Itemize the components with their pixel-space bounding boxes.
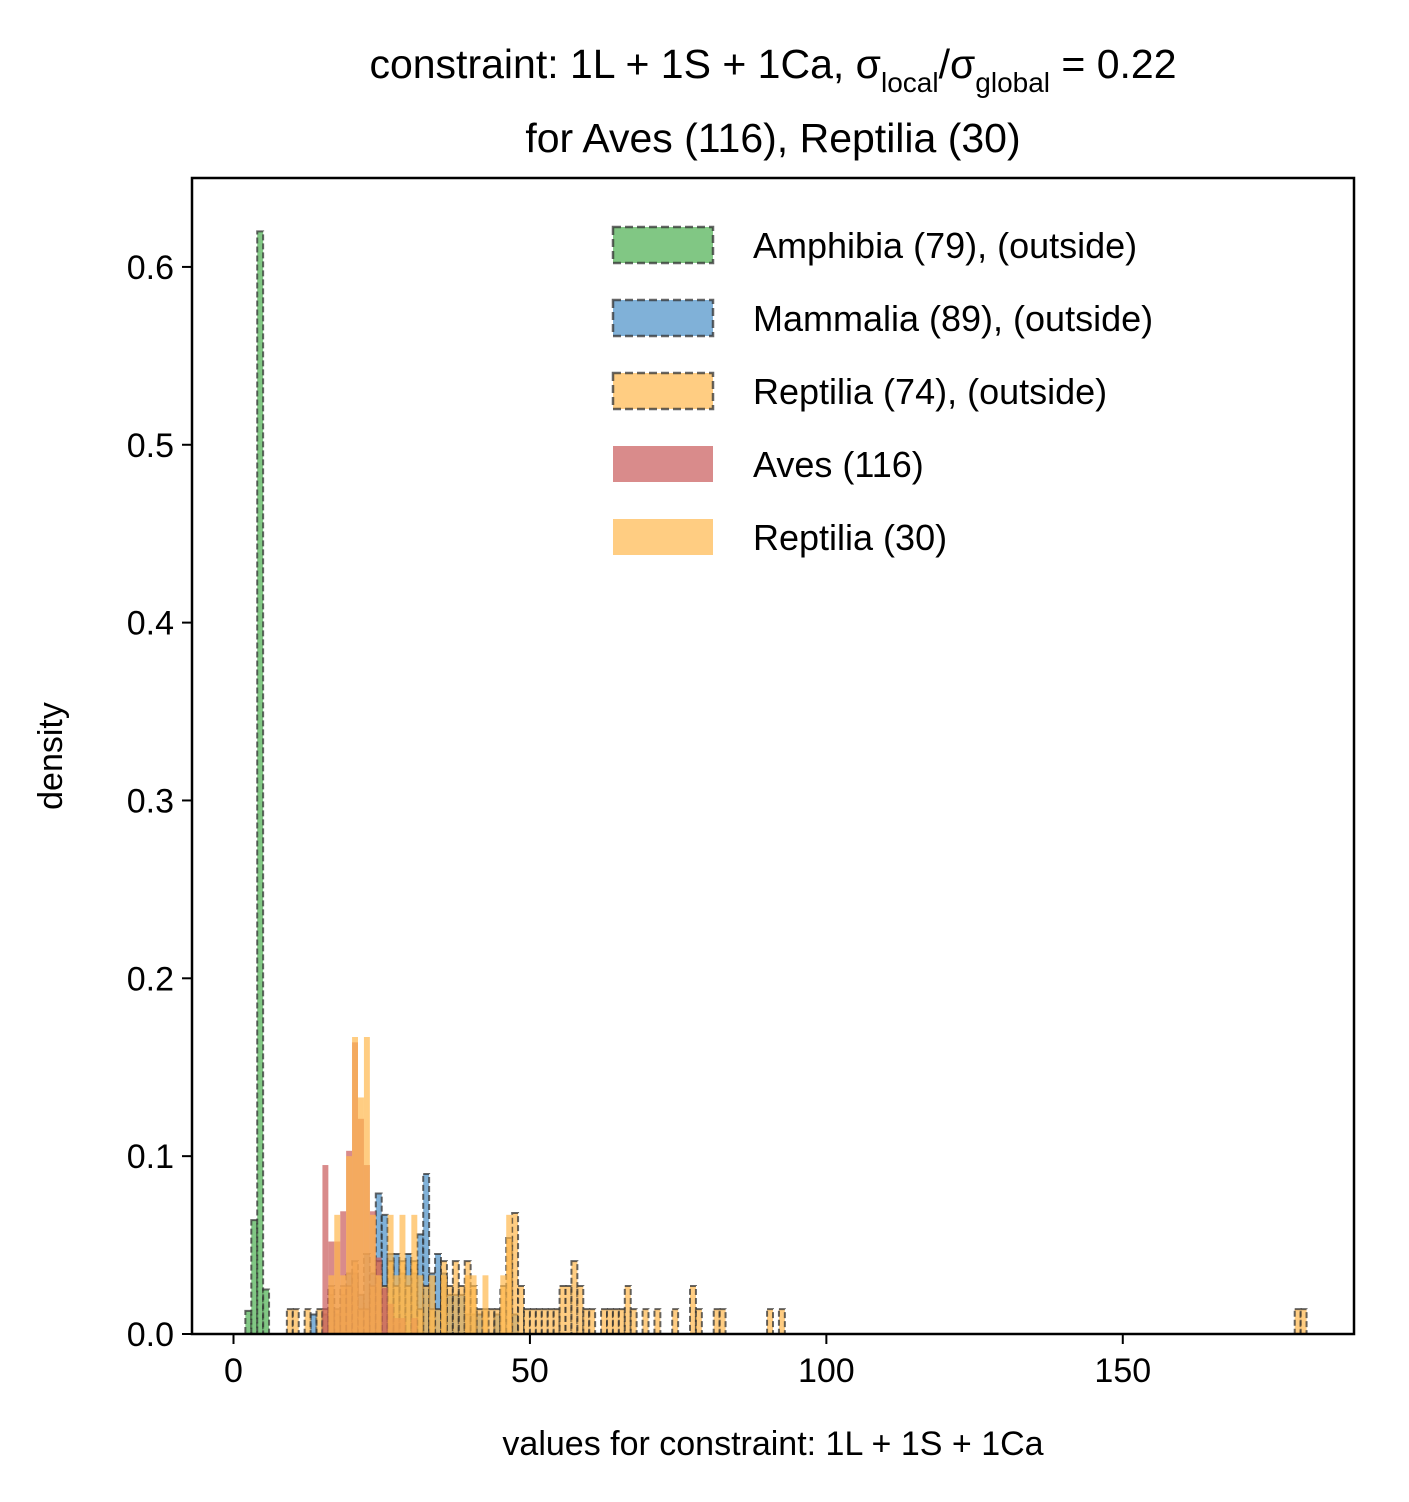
legend-label: Amphibia (79), (outside): [753, 225, 1137, 266]
legend-swatch: [611, 298, 715, 338]
legend-swatch: [613, 446, 713, 482]
legend-label: Reptilia (30): [753, 517, 947, 558]
bar: [381, 1287, 388, 1334]
legend-label: Reptilia (74), (outside): [753, 371, 1107, 412]
bar: [671, 1308, 680, 1335]
bar: [629, 1308, 638, 1335]
bar: [387, 1214, 394, 1334]
bar: [588, 1308, 597, 1335]
y-tick-label: 0.6: [127, 249, 174, 287]
bar: [694, 1308, 703, 1335]
bar: [291, 1308, 300, 1335]
bar: [334, 1214, 341, 1334]
chart-title-line-2: for Aves (116), Reptilia (30): [525, 115, 1020, 161]
legend-item: Reptilia (30): [613, 517, 947, 558]
bar: [451, 1260, 460, 1335]
bar: [441, 1275, 447, 1334]
plot-frame: [190, 176, 1356, 1336]
bar: [369, 1214, 376, 1334]
legend-label: Aves (116): [753, 444, 924, 485]
y-tick-label: 0.2: [127, 960, 174, 998]
legend-swatch: [611, 371, 715, 411]
bar: [506, 1214, 513, 1334]
y-axis-ticks: 0.0 0.1 0.2 0.3 0.4 0.5 0.6: [127, 249, 192, 1354]
x-axis-ticks: 0 50 100 150: [224, 1334, 1151, 1390]
y-tick-label: 0.4: [127, 605, 174, 643]
bar: [429, 1275, 436, 1334]
y-axis-label: density: [32, 702, 70, 810]
x-tick-label: 0: [224, 1352, 243, 1390]
bar: [422, 1284, 431, 1335]
bar: [346, 1156, 353, 1334]
bar: [322, 1165, 329, 1334]
y-tick-label: 0.5: [127, 427, 174, 465]
x-tick-label: 50: [511, 1352, 549, 1390]
bar: [417, 1275, 424, 1334]
y-tick-label: 0.1: [127, 1138, 174, 1176]
x-axis-label: values for constraint: 1L + 1S + 1Ca: [502, 1425, 1043, 1463]
bar: [262, 1288, 271, 1336]
legend-swatch: [611, 225, 715, 265]
y-tick-label: 0.3: [127, 782, 174, 820]
bar: [1299, 1308, 1308, 1335]
bar: [340, 1275, 347, 1334]
legend-item: Mammalia (89), (outside): [611, 298, 1153, 339]
bar: [393, 1275, 400, 1334]
plot-bars: [244, 230, 1308, 1336]
bar: [303, 1308, 312, 1335]
bar: [256, 230, 265, 1336]
bar: [358, 1097, 364, 1334]
series-reptilia-30: [328, 1037, 513, 1334]
chart-title-line-1: constraint: 1L + 1S + 1Ca, σlocal/σgloba…: [369, 41, 1176, 98]
x-tick-label: 150: [1094, 1352, 1151, 1390]
legend: Amphibia (79), (outside) Mammalia (89), (…: [611, 225, 1153, 558]
legend-label: Mammalia (89), (outside): [753, 298, 1153, 339]
bar: [570, 1260, 579, 1335]
bar: [689, 1284, 697, 1335]
legend-item: Reptilia (74), (outside): [611, 371, 1107, 412]
bar: [375, 1275, 382, 1334]
bar: [363, 1037, 370, 1334]
x-tick-label: 100: [798, 1352, 855, 1390]
bar: [411, 1214, 418, 1334]
bar: [405, 1275, 412, 1334]
bar: [482, 1275, 489, 1334]
bar: [511, 1212, 520, 1336]
bar: [464, 1275, 471, 1334]
bar: [422, 1172, 431, 1335]
bar: [653, 1308, 662, 1335]
bar: [328, 1275, 335, 1334]
bar: [766, 1308, 775, 1335]
bar: [623, 1284, 632, 1335]
bar: [777, 1308, 786, 1335]
bar: [470, 1275, 477, 1334]
bar: [352, 1037, 358, 1334]
bar: [434, 1308, 443, 1335]
bar: [500, 1275, 507, 1334]
bar: [517, 1284, 526, 1335]
bar: [718, 1308, 727, 1335]
legend-swatch: [613, 519, 713, 555]
legend-item: Amphibia (79), (outside): [611, 225, 1137, 266]
bar: [576, 1284, 585, 1335]
bar: [399, 1214, 406, 1334]
legend-item: Aves (116): [613, 444, 924, 485]
bar: [340, 1211, 347, 1334]
bar: [641, 1308, 650, 1335]
y-tick-label: 0.0: [127, 1316, 174, 1354]
